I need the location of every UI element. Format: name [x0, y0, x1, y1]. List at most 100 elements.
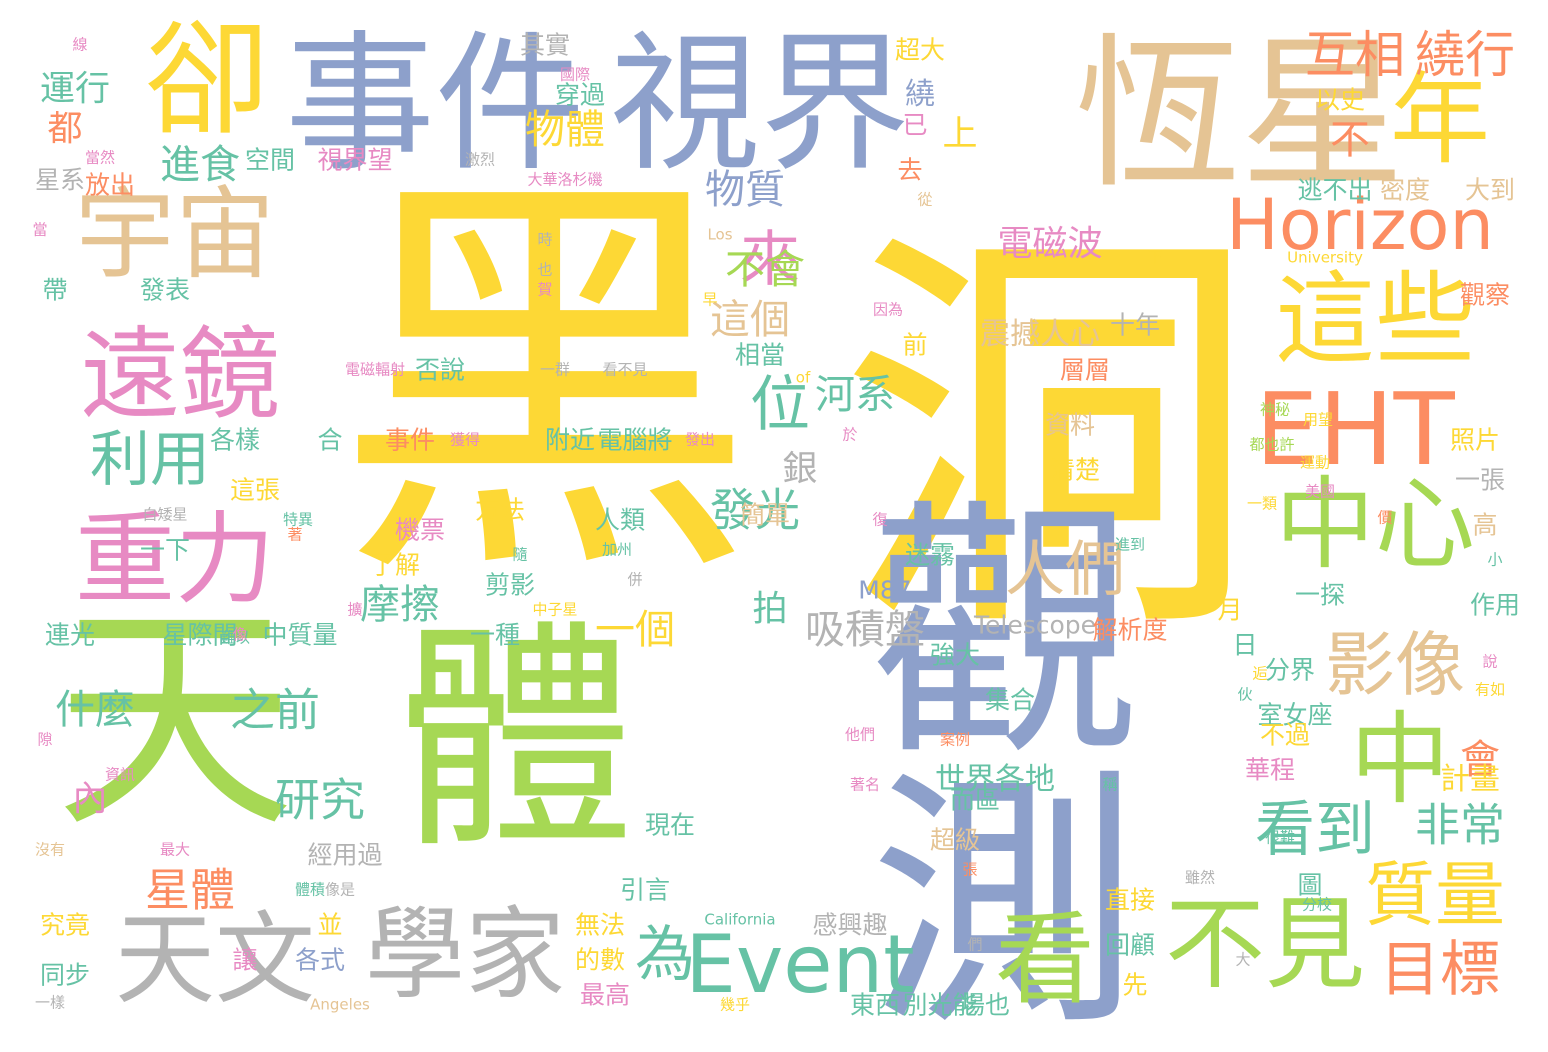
word-121: 前 [902, 330, 928, 360]
word-123: 回顧 [1104, 930, 1156, 960]
word-24: 質量 [1365, 854, 1505, 936]
word-162: 案例 [939, 730, 971, 749]
word-69: 迷霧 [904, 540, 956, 570]
word-122: 經用過 [307, 840, 383, 870]
word-0: 黑 [335, 140, 755, 629]
word-139: 感興趣 [812, 910, 888, 940]
word-20: Horizon [1226, 184, 1494, 266]
word-13: 這些 [1275, 261, 1475, 378]
word-130: 月 [1217, 595, 1243, 625]
word-22: Event [685, 918, 915, 1011]
word-28: 為 [635, 920, 695, 990]
word-108: 了解 [369, 550, 421, 580]
word-136: 作用 [1469, 590, 1521, 620]
word-93: 其實 [519, 30, 571, 60]
word-14: EHT [1255, 371, 1455, 488]
word-105: 星際間 [162, 620, 238, 650]
word-48: 一個 [595, 607, 675, 653]
word-169: 復 [872, 510, 888, 529]
word-26: 利用 [90, 425, 210, 495]
word-182: 幾乎 [719, 995, 751, 1014]
word-137: 華程 [1244, 755, 1296, 785]
word-131: 日 [1232, 630, 1258, 660]
word-101: 發表 [139, 275, 191, 305]
word-8: 卻 [122, 12, 268, 138]
word-15: 中心 [1275, 466, 1475, 583]
word-2: 觀測 [823, 490, 1138, 1030]
word-10: 遠鏡 [80, 316, 280, 433]
word-82: 拍 [752, 589, 788, 630]
word-146: Los [707, 225, 733, 244]
word-38: 不會 [725, 247, 805, 293]
word-125: 先 [1122, 970, 1148, 1000]
word-18: 看 [995, 901, 1095, 1018]
word-4: 體 [394, 600, 636, 880]
word-174: 隙 [37, 730, 53, 749]
word-65: 圖 [1297, 870, 1323, 900]
word-157: 體積 [294, 880, 326, 899]
word-155: 資訊 [104, 765, 136, 784]
word-168: 運動 [1299, 453, 1331, 472]
word-171: 發出 [684, 430, 716, 449]
word-64: 集合 [984, 685, 1036, 715]
word-194: 稱 [1102, 775, 1118, 794]
word-203: 賀 [537, 280, 553, 299]
word-90: 各式 [294, 945, 346, 975]
word-117: 十年 [1109, 310, 1161, 340]
word-175: 時 [537, 230, 553, 249]
word-172: 白矮星 [142, 505, 188, 524]
word-62: 解析度 [1092, 615, 1168, 645]
word-204: 當 [32, 220, 48, 239]
word-114: 大到 [1464, 175, 1516, 205]
word-6: 事件 [284, 18, 586, 192]
word-143: University [1287, 248, 1363, 267]
word-41: 發光 [709, 483, 801, 537]
word-183: 一類 [1246, 494, 1278, 513]
word-31: 來 [740, 225, 800, 295]
word-3: 天 [54, 580, 296, 860]
word-44: 什麼 [55, 687, 135, 733]
word-39: 這個 [710, 297, 790, 343]
word-59: 事件 [384, 425, 436, 455]
word-134: 觀察 [1459, 280, 1511, 310]
word-21: 中 [1350, 701, 1450, 818]
word-153: 難以 [219, 628, 251, 647]
word-140: 大華洛杉磯 [527, 170, 603, 189]
word-110: 合 [317, 425, 343, 455]
word-37: 物質 [705, 167, 785, 213]
word-102: 各樣 [209, 425, 261, 455]
word-81: 繞 [905, 77, 935, 112]
word-77: 資料 [1044, 410, 1096, 440]
word-180: 分校 [1301, 895, 1333, 914]
word-170: 獲得 [449, 430, 481, 449]
word-103: 這張 [229, 475, 281, 505]
word-27: 人們 [1005, 535, 1125, 605]
word-201: 擴 [347, 600, 363, 619]
word-148: 一群 [539, 360, 571, 379]
word-132: 分界 [1264, 655, 1316, 685]
word-84: 一張 [1454, 465, 1506, 495]
word-205: 線 [72, 35, 88, 54]
word-126: 東西 [849, 990, 901, 1020]
word-189: 逅 [1252, 664, 1268, 683]
word-91: 最高 [579, 980, 631, 1010]
word-47: 會 [1460, 737, 1500, 783]
word-197: 進到 [1114, 535, 1146, 554]
word-135: 高 [1472, 510, 1498, 540]
word-127: 別光能 [902, 990, 978, 1020]
word-177: 也 [537, 260, 553, 279]
word-54: 都 [47, 109, 83, 150]
word-166: 都也許 [1249, 435, 1295, 454]
word-76: 室女座 [1257, 700, 1333, 730]
word-86: 並 [317, 910, 343, 940]
word-119: 去 [897, 155, 923, 185]
word-138: 直接 [1104, 885, 1156, 915]
word-124: 場也 [959, 990, 1011, 1020]
word-16: 天文 [115, 901, 315, 1018]
word-181: 雖然 [1184, 868, 1216, 887]
word-43: 之前 [229, 683, 321, 737]
word-186: 說 [1482, 652, 1498, 671]
word-46: 非常 [1414, 798, 1506, 852]
word-17: 學家 [365, 896, 565, 1013]
word-7: 視界 [609, 18, 911, 192]
